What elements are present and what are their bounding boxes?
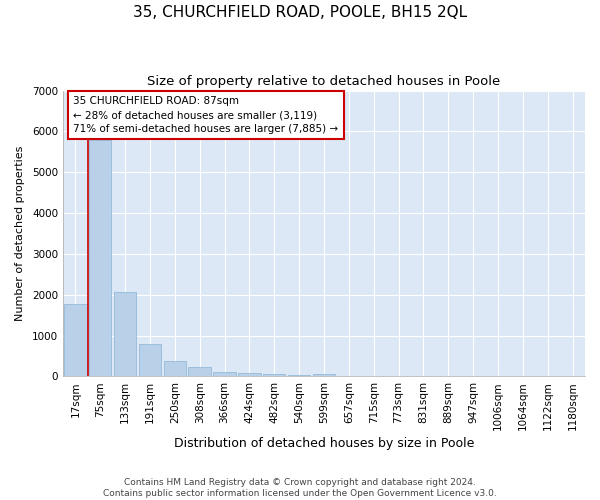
Text: Contains HM Land Registry data © Crown copyright and database right 2024.
Contai: Contains HM Land Registry data © Crown c… bbox=[103, 478, 497, 498]
Text: 35 CHURCHFIELD ROAD: 87sqm
← 28% of detached houses are smaller (3,119)
71% of s: 35 CHURCHFIELD ROAD: 87sqm ← 28% of deta… bbox=[73, 96, 338, 134]
Bar bbox=[164, 362, 186, 376]
Bar bbox=[288, 374, 310, 376]
Bar bbox=[89, 140, 112, 376]
Bar bbox=[238, 373, 260, 376]
Title: Size of property relative to detached houses in Poole: Size of property relative to detached ho… bbox=[148, 75, 500, 88]
Bar bbox=[114, 292, 136, 376]
Bar bbox=[64, 304, 86, 376]
Bar bbox=[188, 367, 211, 376]
Bar bbox=[313, 374, 335, 376]
X-axis label: Distribution of detached houses by size in Poole: Distribution of detached houses by size … bbox=[174, 437, 474, 450]
Text: 35, CHURCHFIELD ROAD, POOLE, BH15 2QL: 35, CHURCHFIELD ROAD, POOLE, BH15 2QL bbox=[133, 5, 467, 20]
Bar bbox=[139, 344, 161, 376]
Bar bbox=[214, 372, 236, 376]
Bar bbox=[263, 374, 286, 376]
Y-axis label: Number of detached properties: Number of detached properties bbox=[15, 146, 25, 321]
